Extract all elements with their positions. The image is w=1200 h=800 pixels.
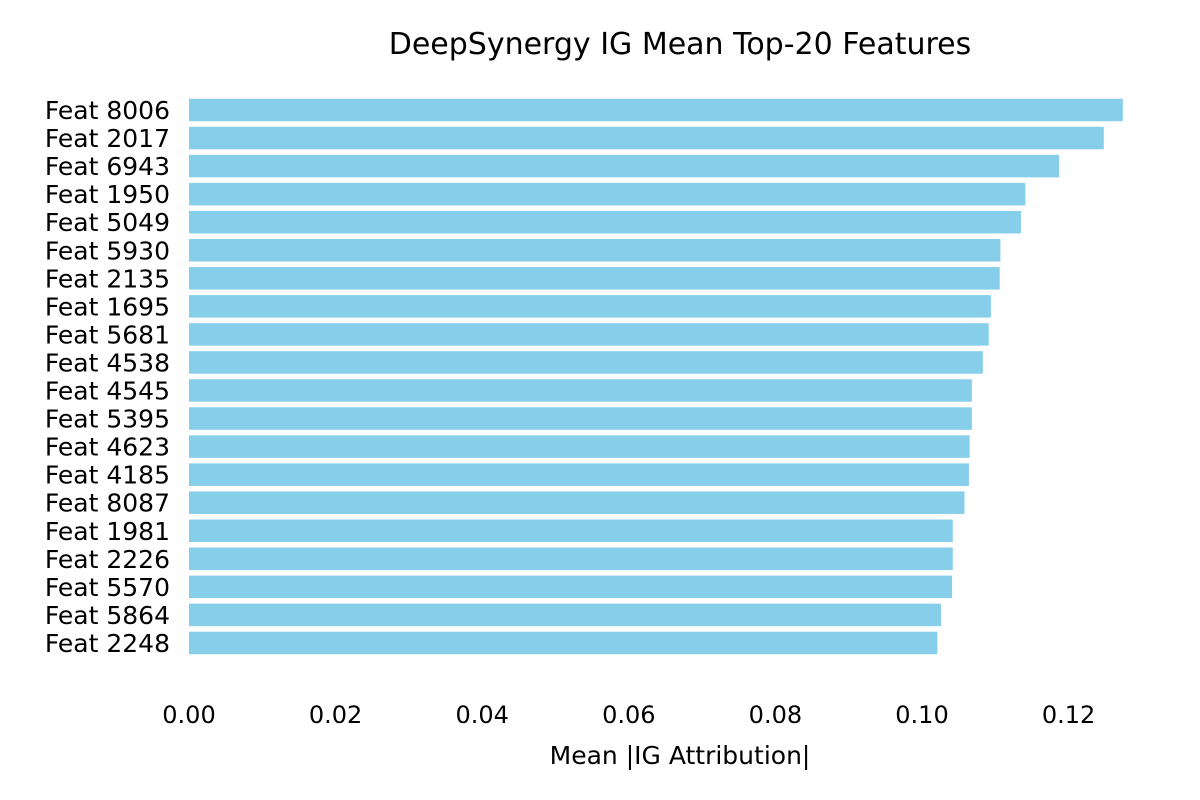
bar-feat-5049 <box>189 210 1021 234</box>
y-tick-label-feat-8087: Feat 8087 <box>45 489 170 518</box>
y-tick-label-feat-5930: Feat 5930 <box>45 236 170 265</box>
bar-feat-2248 <box>189 631 938 655</box>
bar-feat-1981 <box>189 519 953 542</box>
x-tick-label: 0.12 <box>1042 701 1095 729</box>
x-tick-label: 0.00 <box>162 701 215 729</box>
bar-feat-2226 <box>189 547 953 571</box>
x-tick-label: 0.04 <box>455 701 508 729</box>
y-tick-label-feat-1695: Feat 1695 <box>45 292 170 321</box>
bar-feat-5395 <box>189 407 972 430</box>
bar-feat-8006 <box>189 98 1123 122</box>
y-tick-label-feat-1950: Feat 1950 <box>45 180 170 209</box>
bar-feat-2017 <box>189 126 1104 150</box>
y-tick-label-feat-5681: Feat 5681 <box>45 320 170 349</box>
x-axis-label: Mean |IG Attribution| <box>550 741 811 770</box>
y-tick-label-feat-6943: Feat 6943 <box>45 152 170 181</box>
y-tick-label-feat-2226: Feat 2226 <box>45 545 170 574</box>
bar-feat-5570 <box>189 575 953 599</box>
bar-feat-4538 <box>189 351 983 374</box>
chart-title: DeepSynergy IG Mean Top-20 Features <box>389 27 972 62</box>
bar-feat-5681 <box>189 323 989 346</box>
bar-feat-2135 <box>189 267 1000 290</box>
y-tick-label-feat-4623: Feat 4623 <box>45 433 170 462</box>
x-tick-label: 0.06 <box>602 701 655 729</box>
y-tick-label-feat-4185: Feat 4185 <box>45 461 170 490</box>
bar-feat-8087 <box>189 491 965 514</box>
bar-feat-4623 <box>189 435 970 458</box>
x-tick-label: 0.02 <box>309 701 362 729</box>
x-tick-label: 0.08 <box>749 701 802 729</box>
x-tick-labels: 0.00 0.02 0.04 0.06 0.08 0.10 0.12 <box>162 701 1095 729</box>
y-tick-label-feat-5395: Feat 5395 <box>45 405 170 434</box>
y-tick-label-feat-2248: Feat 2248 <box>45 629 170 658</box>
y-tick-label-feat-5864: Feat 5864 <box>45 601 170 630</box>
y-tick-label-feat-4545: Feat 4545 <box>45 377 170 406</box>
y-tick-label-feat-8006: Feat 8006 <box>45 96 170 125</box>
bar-feat-5930 <box>189 239 1001 262</box>
y-tick-label-feat-2017: Feat 2017 <box>45 124 170 153</box>
y-tick-label-feat-2135: Feat 2135 <box>45 264 170 293</box>
bars-group <box>189 98 1123 655</box>
bar-feat-4185 <box>189 463 969 486</box>
y-tick-label-feat-5049: Feat 5049 <box>45 208 170 237</box>
y-tick-label-feat-1981: Feat 1981 <box>45 517 170 546</box>
bar-feat-5864 <box>189 603 942 627</box>
bar-feat-6943 <box>189 154 1060 178</box>
y-tick-label-feat-5570: Feat 5570 <box>45 573 170 602</box>
x-tick-label: 0.10 <box>895 701 948 729</box>
y-tick-label-feat-4538: Feat 4538 <box>45 348 170 377</box>
bar-feat-1695 <box>189 295 991 318</box>
bar-feat-4545 <box>189 379 972 402</box>
bar-feat-1950 <box>189 182 1026 206</box>
